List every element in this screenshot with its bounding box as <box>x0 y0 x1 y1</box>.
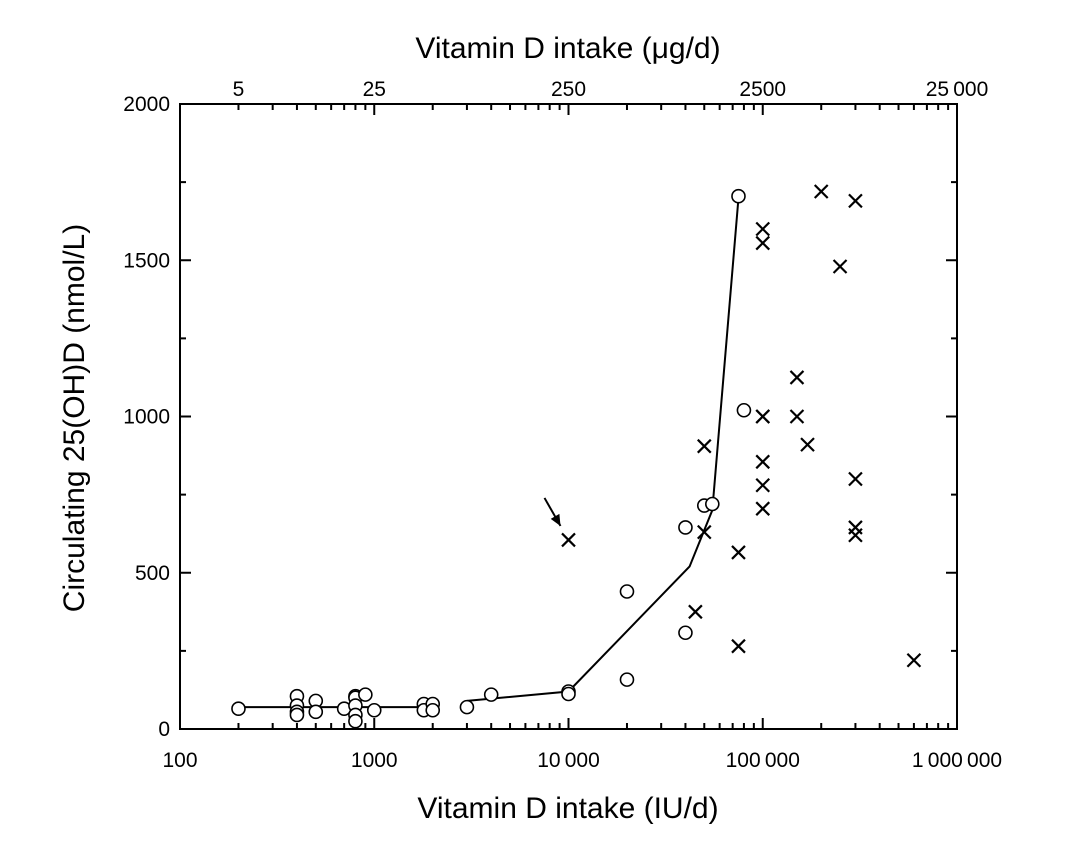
cross-stroke <box>789 370 805 385</box>
x2-tick-label: 250 <box>551 78 586 101</box>
cross-stroke <box>561 532 576 548</box>
y-tick-label: 1000 <box>123 406 170 429</box>
cross-point <box>755 409 771 424</box>
cross-stroke <box>755 501 771 516</box>
circle-point <box>483 687 499 702</box>
cross-point <box>696 438 712 454</box>
cross-stroke <box>755 235 771 251</box>
cross-point <box>688 604 703 620</box>
cross-point <box>832 259 848 274</box>
cross-stroke <box>755 409 771 424</box>
cross-point <box>561 532 576 548</box>
cross-stroke <box>789 409 805 424</box>
cross-stroke <box>696 524 712 540</box>
cross-stroke <box>755 477 771 493</box>
x-tick-label: 100 000 <box>726 749 800 772</box>
cross-stroke <box>731 545 746 560</box>
cross-point <box>848 193 863 209</box>
circle-point <box>731 188 746 204</box>
circle-point <box>289 707 305 723</box>
circle-point <box>459 699 475 715</box>
points-group <box>231 184 922 729</box>
x-tick-label: 100 <box>162 749 197 772</box>
circle-point <box>231 701 246 716</box>
circle-point <box>678 520 693 535</box>
arrow-head <box>550 513 561 526</box>
circle-point <box>425 702 441 718</box>
curve-high <box>466 197 740 702</box>
circle-point <box>308 704 324 720</box>
circle-point <box>619 672 635 687</box>
x-tick-label: 10 000 <box>537 749 600 772</box>
ticks-group: 100 1000 10 000 100 000 1 000 000 5 25 250 2500 2… <box>123 78 1002 772</box>
x2-tick-label: 25 000 <box>926 78 989 101</box>
circle-point <box>348 713 363 729</box>
x2-tick-label: 2500 <box>739 78 786 101</box>
x2-axis-title: Vitamin D intake (μg/d) <box>415 32 720 65</box>
cross-stroke <box>696 438 712 454</box>
cross-point <box>789 409 805 424</box>
circle-point <box>678 625 693 641</box>
cross-stroke <box>848 471 863 487</box>
arrow-annotation <box>543 497 562 527</box>
cross-point <box>731 545 746 560</box>
cross-stroke <box>848 193 863 209</box>
y-tick-label: 500 <box>135 562 170 585</box>
cross-stroke <box>800 437 815 452</box>
x2-tick-label: 25 <box>363 78 386 101</box>
cross-stroke <box>731 638 746 654</box>
cross-point <box>755 221 771 237</box>
x-tick-label: 1000 <box>351 749 398 772</box>
circle-point <box>619 584 635 599</box>
cross-point <box>755 501 771 516</box>
circle-point <box>358 687 373 702</box>
cross-point <box>755 477 771 493</box>
y-axis-title: Circulating 25(OH)D (nmol/L) <box>58 224 91 612</box>
cross-stroke <box>688 604 703 620</box>
y-tick-label: 2000 <box>123 93 170 116</box>
cross-point <box>755 454 771 470</box>
cross-point <box>848 527 863 543</box>
cross-point <box>813 184 829 199</box>
y-tick-label: 1500 <box>123 249 170 272</box>
cross-point <box>906 652 922 668</box>
cross-point <box>755 235 771 251</box>
circle-point <box>561 686 576 702</box>
circle-point <box>366 702 382 718</box>
cross-point <box>696 524 712 540</box>
plot-frame <box>179 103 958 730</box>
cross-stroke <box>832 259 848 274</box>
cross-point <box>731 638 746 654</box>
circle-point <box>736 402 752 418</box>
cross-stroke <box>755 454 771 470</box>
curves-group <box>238 197 740 709</box>
cross-point <box>800 437 815 452</box>
cross-stroke <box>848 527 863 543</box>
cross-point <box>848 471 863 487</box>
x2-tick-label: 5 <box>233 78 245 101</box>
x-axis-title: Vitamin D intake (IU/d) <box>417 792 718 825</box>
cross-stroke <box>906 652 922 668</box>
cross-stroke <box>755 221 771 237</box>
annotations-group <box>543 497 562 527</box>
y-tick-label: 0 <box>158 718 170 741</box>
cross-stroke <box>813 184 829 199</box>
x-tick-label: 1 000 000 <box>912 749 1002 772</box>
cross-point <box>789 370 805 385</box>
circle-point <box>705 496 720 512</box>
